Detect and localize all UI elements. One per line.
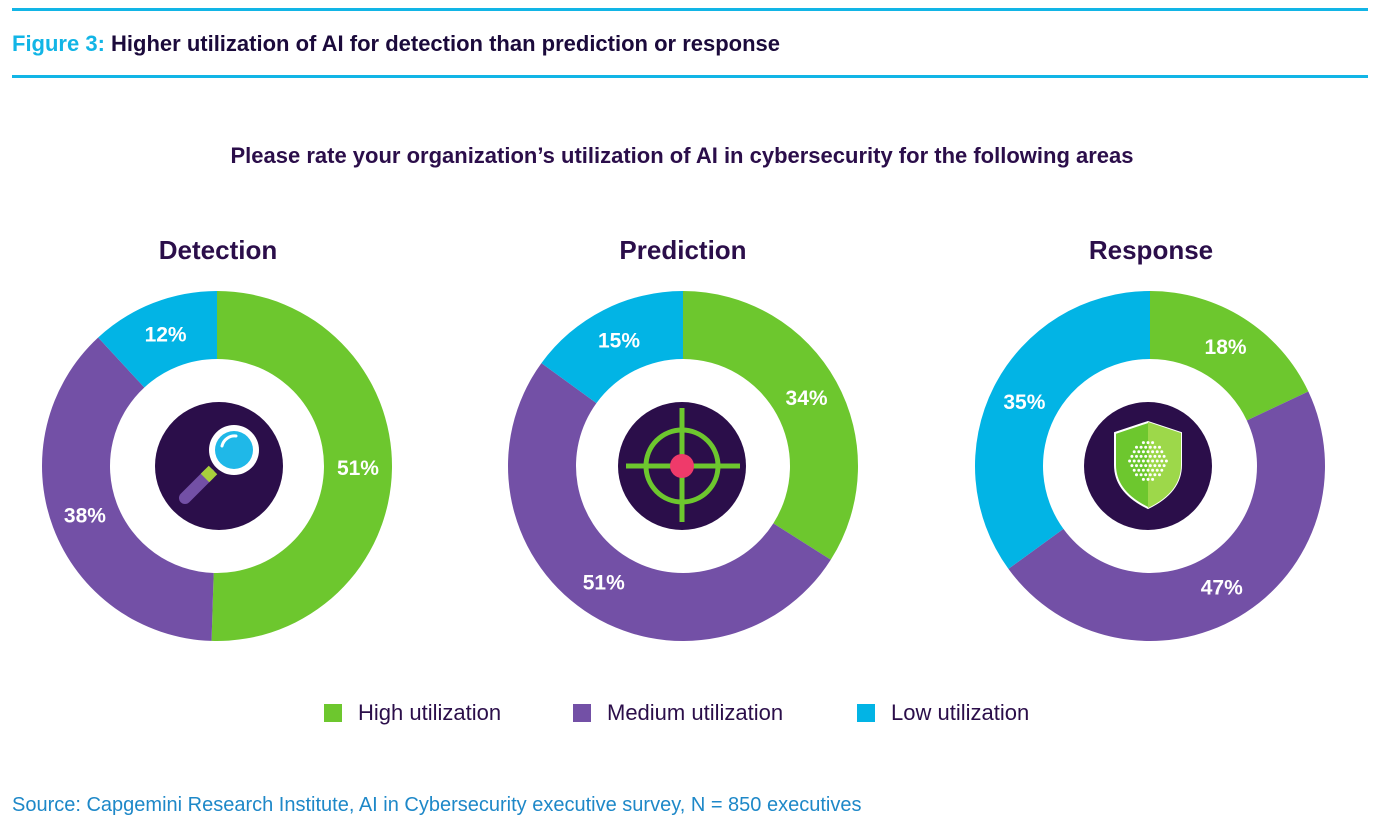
crosshair-icon xyxy=(618,402,746,530)
slice-detection-medium xyxy=(42,337,214,641)
donut-prediction: 34% 51% 15% xyxy=(508,291,858,641)
figure-title: Figure 3: Higher utilization of AI for d… xyxy=(12,31,780,57)
chart-prediction: Prediction 34% 51% 15% xyxy=(508,235,858,641)
legend-label-high: High utilization xyxy=(358,700,502,725)
legend-item-low: Low utilization xyxy=(857,700,1029,726)
figure-label: Figure 3: xyxy=(12,31,105,56)
source-note: Source: Capgemini Research Institute, AI… xyxy=(12,794,862,816)
legend: High utilization Medium utilization Low … xyxy=(0,700,1386,730)
header-bottom-rule xyxy=(12,75,1368,78)
label-prediction-medium: 51% xyxy=(583,572,625,595)
label-prediction-high: 34% xyxy=(786,387,828,410)
label-response-medium: 47% xyxy=(1201,576,1243,599)
label-detection-high: 51% xyxy=(337,457,379,480)
slice-response-low xyxy=(975,291,1150,569)
legend-item-high: High utilization xyxy=(324,700,501,726)
chart-title-response: Response xyxy=(1089,235,1213,265)
label-prediction-low: 15% xyxy=(598,329,640,352)
legend-label-medium: Medium utilization xyxy=(607,700,784,725)
slice-detection-low xyxy=(98,291,217,388)
header-top-rule xyxy=(12,8,1368,11)
slice-prediction-high xyxy=(683,291,858,560)
label-response-high: 18% xyxy=(1205,336,1247,359)
legend-swatch-medium xyxy=(573,704,591,722)
shield-icon xyxy=(1084,402,1212,530)
chart-detection: Detection 51% 38% 12% xyxy=(42,235,393,641)
chart-title-prediction: Prediction xyxy=(619,235,746,265)
chart-title-detection: Detection xyxy=(159,235,277,265)
slice-prediction-low xyxy=(541,291,683,404)
donut-detection: 51% 38% 12% xyxy=(42,291,393,641)
legend-swatch-low xyxy=(857,704,875,722)
slice-detection-high xyxy=(211,291,393,641)
donut-response: 18% 47% 35% xyxy=(975,291,1325,642)
slice-prediction-medium xyxy=(508,363,831,641)
donut-charts: Detection 51% 38% 12% Prediction 34% 51% 15%… xyxy=(42,235,1325,642)
legend-label-low: Low utilization xyxy=(891,700,1030,725)
slice-response-medium xyxy=(1008,391,1325,642)
label-detection-medium: 38% xyxy=(64,504,106,527)
figure-title-text: Higher utilization of AI for detection t… xyxy=(111,31,781,56)
chart-response: Response 18% 47% 35% xyxy=(975,235,1325,642)
label-response-low: 35% xyxy=(1003,391,1045,414)
magnifier-icon xyxy=(155,402,283,530)
legend-swatch-high xyxy=(324,704,342,722)
slice-response-high xyxy=(1150,291,1309,421)
survey-question: Please rate your organization’s utilizat… xyxy=(230,143,1134,168)
label-detection-low: 12% xyxy=(145,324,187,347)
legend-item-medium: Medium utilization xyxy=(573,700,783,726)
